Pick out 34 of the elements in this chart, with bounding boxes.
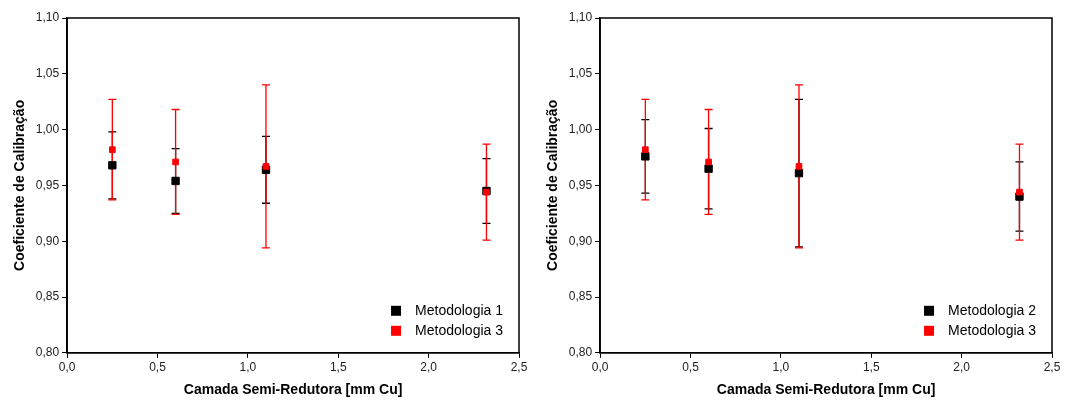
legend-label: Metodologia 1 (415, 301, 504, 318)
y-tick-label: 1,05 (35, 66, 60, 81)
y-tick-label: 0,95 (35, 177, 60, 192)
legend-label: Metodologia 3 (948, 321, 1037, 338)
x-tick-label: 0,0 (58, 360, 76, 375)
y-tick-label: 0,85 (568, 289, 593, 304)
x-tick-label: 1,0 (239, 360, 257, 375)
x-tick-label: 0,5 (149, 360, 167, 375)
y-tick-label: 0,90 (568, 233, 593, 248)
y-tick-label: 1,10 (35, 10, 60, 25)
y-tick-label: 0,90 (35, 233, 60, 248)
x-tick-label: 2,0 (953, 360, 971, 375)
legend-label: Metodologia 3 (415, 321, 504, 338)
x-tick-label: 2,5 (1043, 360, 1061, 375)
y-tick-label: 0,85 (35, 289, 60, 304)
y-axis-title: Coeficiente de Calibração (544, 99, 561, 271)
y-tick-label: 1,00 (568, 121, 593, 136)
x-tick-label: 2,0 (420, 360, 438, 375)
x-tick-label: 1,0 (772, 360, 790, 375)
x-tick-label: 0,0 (591, 360, 609, 375)
x-tick-label: 0,5 (682, 360, 700, 375)
x-axis-title: Camada Semi-Redutora [mm Cu] (716, 381, 936, 398)
legend-label: Metodologia 2 (948, 301, 1037, 318)
x-tick-label: 1,5 (862, 360, 880, 375)
x-axis-title: Camada Semi-Redutora [mm Cu] (183, 381, 403, 398)
y-tick-label: 0,95 (568, 177, 593, 192)
y-tick-label: 0,80 (568, 345, 593, 360)
x-tick-label: 2,5 (510, 360, 528, 375)
x-tick-label: 1,5 (329, 360, 347, 375)
y-axis-title: Coeficiente de Calibração (11, 99, 28, 271)
y-tick-label: 1,10 (568, 10, 593, 25)
y-tick-label: 1,05 (568, 66, 593, 81)
y-tick-label: 0,80 (35, 345, 60, 360)
y-tick-label: 1,00 (35, 121, 60, 136)
